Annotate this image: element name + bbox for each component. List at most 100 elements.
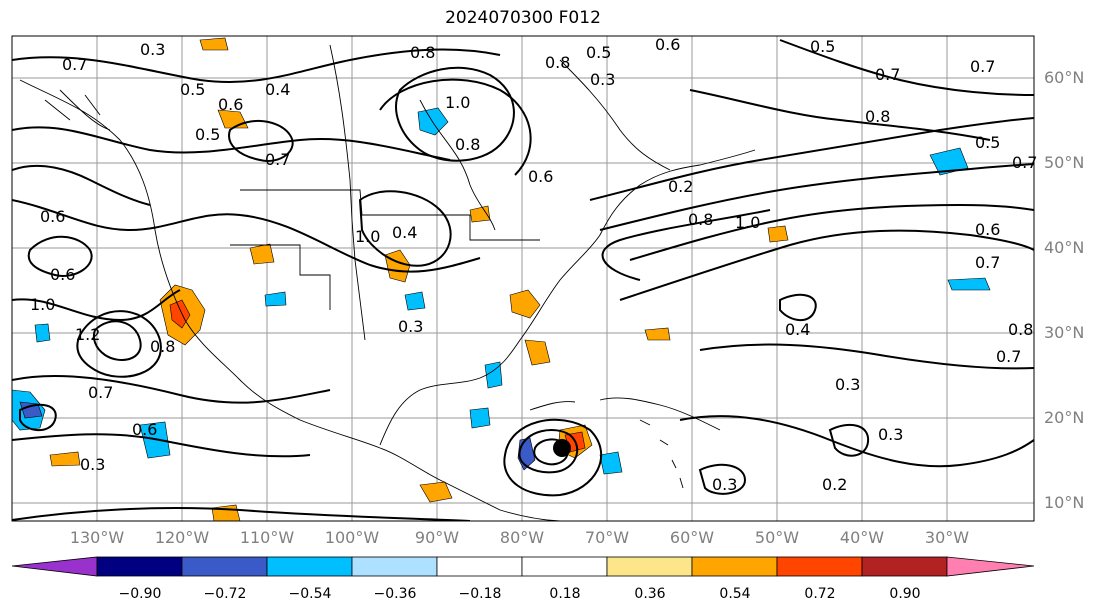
contour-label: 0.3 — [712, 475, 737, 494]
colorbar-segment — [11, 556, 98, 577]
colorbar-segment — [521, 556, 608, 577]
negative-anomaly-region — [484, 361, 503, 389]
contour-label: 0.8 — [688, 210, 713, 229]
contour-label: 0.8 — [1008, 320, 1033, 339]
contour-label: 0.7 — [62, 55, 87, 74]
negative-anomaly-region — [264, 291, 287, 307]
contour-label: 0.6 — [40, 207, 65, 226]
positive-anomaly-region — [644, 327, 671, 341]
positive-anomaly-region — [524, 339, 551, 366]
longitude-label: 40°W — [839, 528, 885, 547]
colorbar-tick: 0.72 — [804, 586, 836, 602]
contour-label: 0.7 — [975, 253, 1000, 272]
colorbar-segment — [181, 556, 268, 577]
contour-label: 0.3 — [878, 425, 903, 444]
contour-label: 0.3 — [80, 455, 105, 474]
longitude-label: 100°W — [324, 528, 380, 547]
contour-label-group: 0.3 0.7 0.5 0.6 0.4 0.5 0.8 0.7 1.0 0.8 … — [30, 35, 1037, 494]
contour-label: 0.6 — [528, 167, 553, 186]
contour-label: 0.2 — [822, 475, 847, 494]
contour-label: 0.8 — [410, 43, 435, 62]
colorbar-tick: −0.72 — [203, 586, 247, 602]
latitude-label: 60°N — [1044, 68, 1085, 87]
contour-label: 0.8 — [545, 53, 570, 72]
contour-label: 0.6 — [132, 420, 157, 439]
latitude-label: 30°N — [1044, 323, 1085, 342]
map-frame — [11, 35, 1035, 522]
colorbar-tick: 0.90 — [889, 586, 921, 602]
longitude-label: 30°W — [924, 528, 970, 547]
negative-anomaly-region — [947, 277, 991, 291]
colorbar — [11, 556, 1035, 577]
contour-label: 0.7 — [265, 150, 290, 169]
contour-label: 0.5 — [975, 133, 1000, 152]
contour-label: 0.5 — [180, 80, 205, 99]
contour-label: 1.0 — [735, 213, 760, 232]
positive-anomaly-region — [384, 249, 411, 283]
contour-label: 0.6 — [50, 265, 75, 284]
longitude-label: 50°W — [754, 528, 800, 547]
contour-label: 0.8 — [865, 107, 890, 126]
contour-label: 0.7 — [996, 347, 1021, 366]
coastlines — [19, 44, 756, 521]
longitude-label: 60°W — [669, 528, 715, 547]
colorbar-tick: −0.36 — [373, 586, 417, 602]
negative-anomaly-region — [929, 147, 969, 176]
contour-label: 0.4 — [265, 80, 290, 99]
negative-anomaly-region — [599, 451, 623, 475]
longitude-label: 120°W — [154, 528, 210, 547]
colorbar-segment — [946, 556, 1035, 577]
colorbar-tick: 0.36 — [634, 586, 666, 602]
contour-lines — [12, 39, 1034, 521]
longitude-label: 90°W — [414, 528, 460, 547]
contour-label: 0.3 — [590, 70, 615, 89]
positive-anomaly-region — [49, 451, 81, 467]
latitude-label: 40°N — [1044, 238, 1085, 257]
colorbar-segment — [861, 556, 948, 577]
negative-anomaly-region — [469, 407, 491, 429]
contour-label: 0.3 — [140, 40, 165, 59]
positive-anomaly-region — [211, 504, 241, 521]
colorbar-tick: 0.18 — [549, 586, 581, 602]
colorbar-tick: −0.54 — [288, 586, 332, 602]
storm-center-marker — [553, 439, 571, 457]
contour-label: 1.0 — [30, 295, 55, 314]
latitude-label: 20°N — [1044, 408, 1085, 427]
longitude-label: 110°W — [239, 528, 295, 547]
positive-anomaly-region — [509, 289, 541, 319]
shaded-anomalies — [12, 37, 991, 521]
positive-anomaly-region — [419, 481, 453, 503]
colorbar-segment — [96, 556, 183, 577]
colorbar-tick: −0.90 — [118, 586, 162, 602]
positive-anomaly-region — [249, 243, 275, 265]
colorbar-segment — [266, 556, 353, 577]
colorbar-segment — [436, 556, 523, 577]
map-title: 2024070300 F012 — [445, 8, 601, 28]
colorbar-segment — [606, 556, 693, 577]
latitude-label: 10°N — [1044, 493, 1085, 512]
contour-label: 0.2 — [668, 177, 693, 196]
negative-anomaly-region — [404, 291, 426, 311]
longitude-label: 70°W — [584, 528, 630, 547]
contour-label: 0.6 — [975, 220, 1000, 239]
contour-label: 0.5 — [586, 43, 611, 62]
longitude-label: 80°W — [499, 528, 545, 547]
contour-label: 0.4 — [392, 223, 417, 242]
negative-anomaly-region — [34, 323, 51, 343]
colorbar-tick: 0.54 — [719, 586, 751, 602]
contour-label: 1.2 — [75, 325, 100, 344]
contour-label: 0.3 — [398, 317, 423, 336]
contour-label: 0.5 — [810, 37, 835, 56]
colorbar-segment — [691, 556, 778, 577]
colorbar-segment — [351, 556, 438, 577]
strong-negative-anomaly-region — [19, 401, 43, 419]
positive-anomaly-region — [767, 225, 789, 243]
longitude-label: 130°W — [69, 528, 125, 547]
positive-anomaly-region — [199, 37, 229, 51]
latitude-label: 50°N — [1044, 153, 1085, 172]
colorbar-segment — [776, 556, 863, 577]
contour-label: 0.7 — [88, 383, 113, 402]
contour-label: 0.8 — [150, 337, 175, 356]
colorbar-tick: −0.18 — [458, 586, 502, 602]
